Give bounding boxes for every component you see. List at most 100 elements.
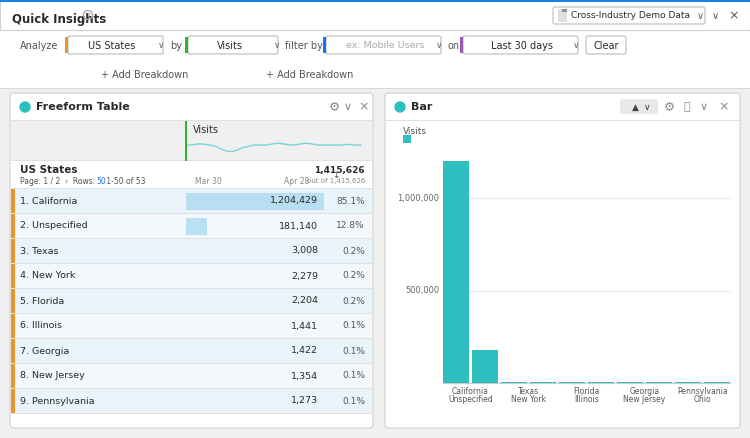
FancyBboxPatch shape xyxy=(10,93,373,428)
Text: + Add Breakdown: + Add Breakdown xyxy=(101,70,189,80)
Bar xyxy=(559,381,585,383)
Bar xyxy=(11,188,372,189)
Text: Cross-Industry Demo Data: Cross-Industry Demo Data xyxy=(571,11,690,21)
Text: Last 30 days: Last 30 days xyxy=(491,41,553,51)
Bar xyxy=(11,288,372,289)
Bar xyxy=(0,0,750,30)
Bar xyxy=(403,135,411,143)
Text: 85.1%: 85.1% xyxy=(336,197,365,205)
Bar xyxy=(558,9,567,22)
Text: 2,279: 2,279 xyxy=(291,272,318,280)
Bar xyxy=(185,37,188,53)
Text: Mar 30: Mar 30 xyxy=(195,177,222,186)
Text: California: California xyxy=(452,386,489,396)
Bar xyxy=(11,94,372,120)
Text: 9. Pennsylvania: 9. Pennsylvania xyxy=(20,396,94,406)
Text: ↓: ↓ xyxy=(332,172,340,180)
Text: 500,000: 500,000 xyxy=(405,286,439,295)
Text: 1,000,000: 1,000,000 xyxy=(397,194,439,203)
Text: ⚙: ⚙ xyxy=(329,100,340,113)
Text: 12.8%: 12.8% xyxy=(336,222,365,230)
Bar xyxy=(11,364,15,389)
Text: 7. Georgia: 7. Georgia xyxy=(20,346,69,356)
Text: 0.1%: 0.1% xyxy=(342,346,365,356)
Text: Visits: Visits xyxy=(217,41,243,51)
Text: 0.2%: 0.2% xyxy=(342,247,365,255)
Text: by: by xyxy=(170,41,182,51)
Bar xyxy=(11,313,372,314)
Text: Clear: Clear xyxy=(593,41,619,51)
Circle shape xyxy=(395,102,405,112)
Text: ∨: ∨ xyxy=(697,11,704,21)
Text: ×: × xyxy=(728,10,739,22)
Text: 1,273: 1,273 xyxy=(291,396,318,406)
Bar xyxy=(11,413,372,414)
FancyBboxPatch shape xyxy=(188,36,278,54)
Bar xyxy=(386,94,739,120)
Bar xyxy=(443,161,469,383)
Text: US States: US States xyxy=(20,165,77,175)
Text: ×: × xyxy=(718,100,728,113)
Text: New York: New York xyxy=(511,395,546,403)
Bar xyxy=(11,363,372,364)
Bar xyxy=(588,381,614,383)
Bar xyxy=(11,264,15,289)
Bar xyxy=(386,120,739,121)
Text: 0.2%: 0.2% xyxy=(342,297,365,305)
Bar xyxy=(617,381,643,383)
Text: Bar: Bar xyxy=(411,102,432,112)
Text: 1,422: 1,422 xyxy=(291,346,318,356)
Text: Unspecified: Unspecified xyxy=(448,395,493,403)
Text: 2,204: 2,204 xyxy=(291,297,318,305)
Bar xyxy=(11,189,372,214)
Text: ∨: ∨ xyxy=(644,102,650,112)
Text: Georgia: Georgia xyxy=(629,386,659,396)
Bar xyxy=(186,218,207,235)
Text: Analyze: Analyze xyxy=(20,41,58,51)
Text: Pennsylvania: Pennsylvania xyxy=(677,386,728,396)
Text: out of 1,415,626: out of 1,415,626 xyxy=(307,178,365,184)
Bar xyxy=(675,381,701,383)
Text: 5. Florida: 5. Florida xyxy=(20,297,64,305)
FancyBboxPatch shape xyxy=(326,36,441,54)
Text: filter by: filter by xyxy=(285,41,322,51)
Bar xyxy=(11,239,372,264)
Circle shape xyxy=(20,102,30,112)
Bar xyxy=(11,263,372,264)
Text: 0.1%: 0.1% xyxy=(342,396,365,406)
Text: ×: × xyxy=(358,100,368,113)
FancyBboxPatch shape xyxy=(463,36,578,54)
Bar xyxy=(646,381,672,383)
Text: US States: US States xyxy=(88,41,136,51)
Text: New Jersey: New Jersey xyxy=(623,395,666,403)
Bar xyxy=(11,238,372,239)
Text: 8. New Jersey: 8. New Jersey xyxy=(20,371,85,381)
Bar xyxy=(11,214,372,239)
Bar xyxy=(11,339,15,364)
Text: Ohio: Ohio xyxy=(694,395,711,403)
Bar xyxy=(11,121,372,161)
Bar xyxy=(186,193,324,210)
FancyBboxPatch shape xyxy=(553,7,705,24)
Text: 3,008: 3,008 xyxy=(291,247,318,255)
Bar xyxy=(460,37,463,53)
Bar xyxy=(11,120,372,121)
Text: 181,140: 181,140 xyxy=(279,222,318,230)
Bar xyxy=(11,314,372,339)
Text: Visits: Visits xyxy=(193,125,219,135)
Text: Apr 28: Apr 28 xyxy=(284,177,309,186)
Text: 1,354: 1,354 xyxy=(291,371,318,381)
Bar xyxy=(11,213,372,214)
Text: 3. Texas: 3. Texas xyxy=(20,247,58,255)
Text: Florida: Florida xyxy=(573,386,600,396)
Bar xyxy=(11,314,15,339)
Text: Visits: Visits xyxy=(403,127,427,135)
FancyBboxPatch shape xyxy=(620,99,658,114)
Bar xyxy=(0,0,750,2)
Text: 2. Unspecified: 2. Unspecified xyxy=(20,222,88,230)
Bar xyxy=(11,338,372,339)
Text: 6. Illinois: 6. Illinois xyxy=(20,321,62,331)
Text: 1,441: 1,441 xyxy=(291,321,318,331)
FancyBboxPatch shape xyxy=(586,36,626,54)
Bar xyxy=(11,289,372,314)
